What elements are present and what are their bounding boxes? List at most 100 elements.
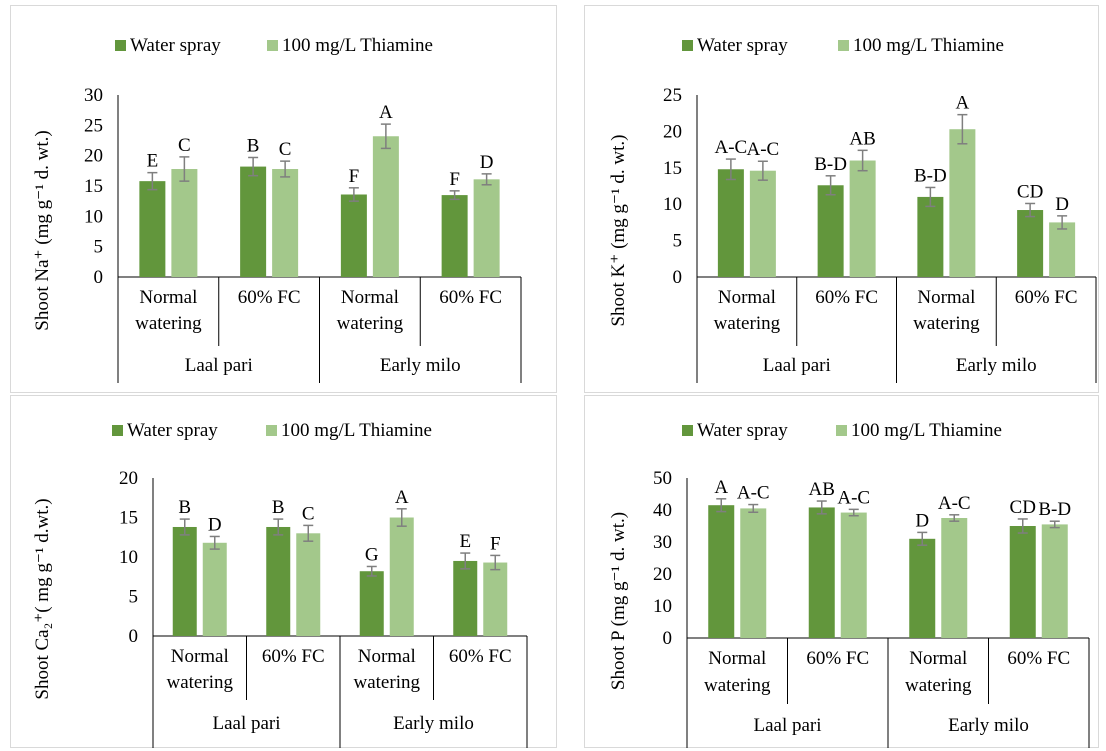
x-group-label: Laal pari (763, 355, 831, 376)
x-category-label: 60% FC (238, 287, 301, 308)
significance-letter: F (490, 533, 501, 554)
significance-letter: A (395, 487, 409, 508)
bar-thiamine (389, 517, 414, 636)
bar-thiamine (296, 533, 321, 636)
legend-swatch-water-spray (115, 40, 126, 51)
y-tick-label: 0 (663, 628, 673, 649)
bar-thiamine (473, 179, 500, 277)
significance-letter: D (1055, 194, 1069, 215)
bar-water-spray (359, 571, 384, 636)
x-category-label: 60% FC (449, 646, 512, 667)
significance-letter: G (365, 544, 379, 565)
bar-thiamine (1041, 524, 1068, 638)
x-category-label: Normal (917, 287, 975, 308)
x-group-label: Early milo (956, 355, 1037, 376)
legend-swatch-water-spray (682, 40, 693, 51)
bar-thiamine (171, 169, 198, 277)
y-tick-label: 0 (94, 267, 104, 288)
bar-water-spray (172, 526, 197, 636)
x-category-label: Normal (358, 646, 416, 667)
legend-label: Water spray (697, 420, 788, 441)
significance-letter: C (279, 139, 292, 160)
y-tick-label: 40 (653, 500, 672, 521)
y-tick-label: 20 (119, 468, 138, 489)
bar-water-spray (139, 181, 166, 277)
legend-label: Water spray (130, 35, 221, 56)
bar-water-spray (909, 538, 936, 638)
y-tick-label: 20 (653, 564, 672, 585)
y-axis-title: Shoot Ca₂⁺( mg g⁻¹ d.wt.) (32, 498, 53, 699)
y-tick-label: 5 (129, 587, 139, 608)
x-category-label: watering (905, 675, 972, 696)
legend-label: 100 mg/L Thiamine (282, 35, 433, 56)
legend-label: 100 mg/L Thiamine (281, 420, 432, 441)
bar-thiamine (202, 542, 227, 636)
legend-swatch-thiamine (267, 40, 278, 51)
significance-letter: A-C (938, 493, 971, 514)
y-tick-label: 25 (663, 85, 682, 106)
x-group-label: Laal pari (753, 715, 821, 736)
y-tick-label: 15 (84, 176, 103, 197)
y-tick-label: 5 (94, 237, 104, 258)
y-axis-title: Shoot P (mg g⁻¹ d. wt.) (608, 512, 629, 690)
legend-label: 100 mg/L Thiamine (851, 420, 1002, 441)
bar-water-spray (266, 526, 291, 636)
y-tick-label: 25 (84, 115, 103, 136)
bar-water-spray (1017, 210, 1044, 277)
bar-water-spray (817, 185, 844, 277)
bar-thiamine (1049, 222, 1076, 277)
bar-water-spray (453, 560, 478, 636)
significance-letter: CD (1017, 181, 1043, 202)
significance-letter: B (272, 497, 285, 518)
x-category-label: 60% FC (806, 648, 869, 669)
significance-letter: A (956, 93, 970, 114)
x-category-label: Normal (708, 648, 766, 669)
bar-water-spray (717, 169, 744, 277)
y-tick-label: 50 (653, 468, 672, 489)
significance-letter: A (714, 477, 728, 498)
y-tick-label: 0 (129, 626, 139, 647)
x-category-label: Normal (139, 287, 197, 308)
x-category-label: watering (913, 313, 980, 334)
x-category-label: Normal (341, 287, 399, 308)
bar-thiamine (849, 160, 876, 277)
significance-letter: E (147, 151, 159, 172)
bar-water-spray (340, 194, 367, 277)
legend-label: Water spray (127, 420, 218, 441)
x-category-label: 60% FC (262, 646, 325, 667)
bar-thiamine (941, 518, 968, 638)
x-category-label: 60% FC (439, 287, 502, 308)
x-group-label: Laal pari (185, 355, 253, 376)
significance-letter: A-C (737, 483, 770, 504)
x-category-label: Normal (909, 648, 967, 669)
significance-letter: B-D (814, 154, 847, 175)
y-tick-label: 20 (663, 121, 682, 142)
x-category-label: 60% FC (1007, 648, 1070, 669)
bar-water-spray (708, 505, 735, 638)
legend-swatch-thiamine (836, 425, 847, 436)
y-tick-label: 0 (673, 267, 683, 288)
x-group-label: Early milo (948, 715, 1029, 736)
significance-letter: C (178, 135, 191, 156)
y-tick-label: 20 (84, 146, 103, 167)
significance-letter: A (379, 102, 393, 123)
significance-letter: F (449, 169, 460, 190)
bar-water-spray (441, 195, 468, 277)
x-group-label: Early milo (393, 713, 474, 734)
legend-swatch-thiamine (838, 40, 849, 51)
y-tick-label: 15 (663, 158, 682, 179)
bar-thiamine (483, 562, 508, 636)
legend-label: Water spray (697, 35, 788, 56)
x-category-label: watering (337, 313, 404, 334)
significance-letter: A-C (837, 487, 870, 508)
x-category-label: watering (714, 313, 781, 334)
bar-water-spray (808, 507, 835, 638)
significance-letter: B (178, 497, 191, 518)
y-tick-label: 15 (119, 508, 138, 529)
y-axis-title: Shoot Na⁺ (mg g⁻¹ d. wt.) (32, 130, 53, 330)
x-category-label: watering (167, 672, 234, 693)
significance-letter: C (302, 503, 315, 524)
significance-letter: A-C (715, 137, 748, 158)
x-group-label: Laal pari (212, 713, 280, 734)
bar-thiamine (949, 129, 976, 277)
